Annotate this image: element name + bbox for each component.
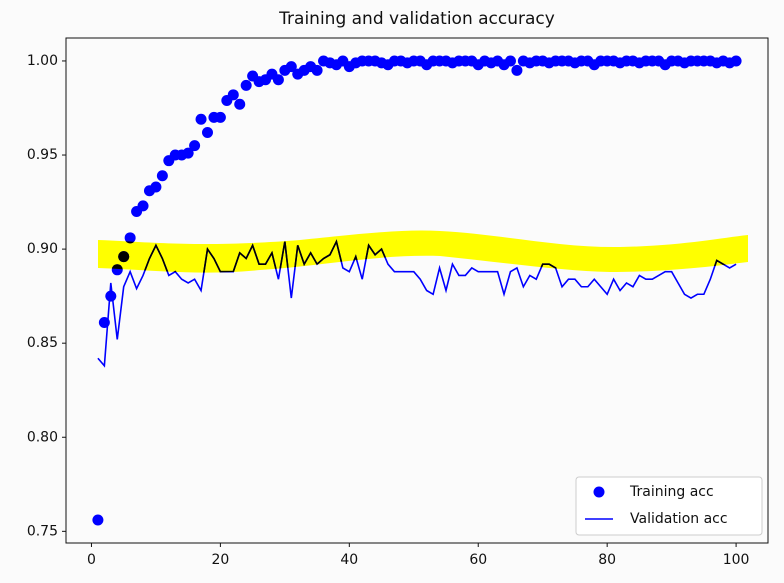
training-point xyxy=(311,64,323,76)
training-point xyxy=(182,147,194,159)
training-point xyxy=(272,74,284,86)
y-tick-label: 1.00 xyxy=(27,53,58,69)
legend: Training acc Validation acc xyxy=(575,476,763,536)
training-point xyxy=(118,251,130,263)
x-tick-label: 40 xyxy=(340,552,358,568)
x-tick-label: 60 xyxy=(469,552,487,568)
y-tick-label: 0.85 xyxy=(27,335,58,351)
legend-label: Training acc xyxy=(629,484,714,500)
legend-box xyxy=(575,476,763,536)
validation-line xyxy=(98,239,737,273)
training-point xyxy=(234,98,246,110)
training-point xyxy=(730,55,742,67)
training-point xyxy=(285,61,297,73)
training-point xyxy=(189,140,201,152)
plot xyxy=(92,55,742,526)
legend-marker xyxy=(593,486,605,498)
training-point xyxy=(240,79,252,91)
training-point xyxy=(201,126,213,138)
y-tick-label: 0.75 xyxy=(27,523,58,539)
training-point xyxy=(105,290,117,302)
training-point xyxy=(511,64,523,76)
y-tick-label: 0.95 xyxy=(27,147,58,163)
training-point xyxy=(124,232,136,244)
highlight-band xyxy=(98,230,748,273)
training-point xyxy=(214,111,226,123)
y-tick-label: 0.90 xyxy=(27,241,58,257)
x-tick-label: 20 xyxy=(211,552,229,568)
training-point xyxy=(227,89,239,101)
chart-title: Training and validation accuracy xyxy=(278,9,555,29)
y-tick-label: 0.80 xyxy=(27,429,58,445)
training-point xyxy=(195,113,207,125)
training-point xyxy=(137,200,149,212)
axes-frame xyxy=(65,37,769,544)
training-point xyxy=(156,170,168,182)
training-point xyxy=(92,514,104,526)
legend-label: Validation acc xyxy=(630,511,728,527)
x-tick-label: 100 xyxy=(723,552,750,568)
x-tick-label: 0 xyxy=(87,552,96,568)
x-tick-label: 80 xyxy=(598,552,616,568)
training-point xyxy=(150,181,162,193)
training-point xyxy=(504,55,516,67)
